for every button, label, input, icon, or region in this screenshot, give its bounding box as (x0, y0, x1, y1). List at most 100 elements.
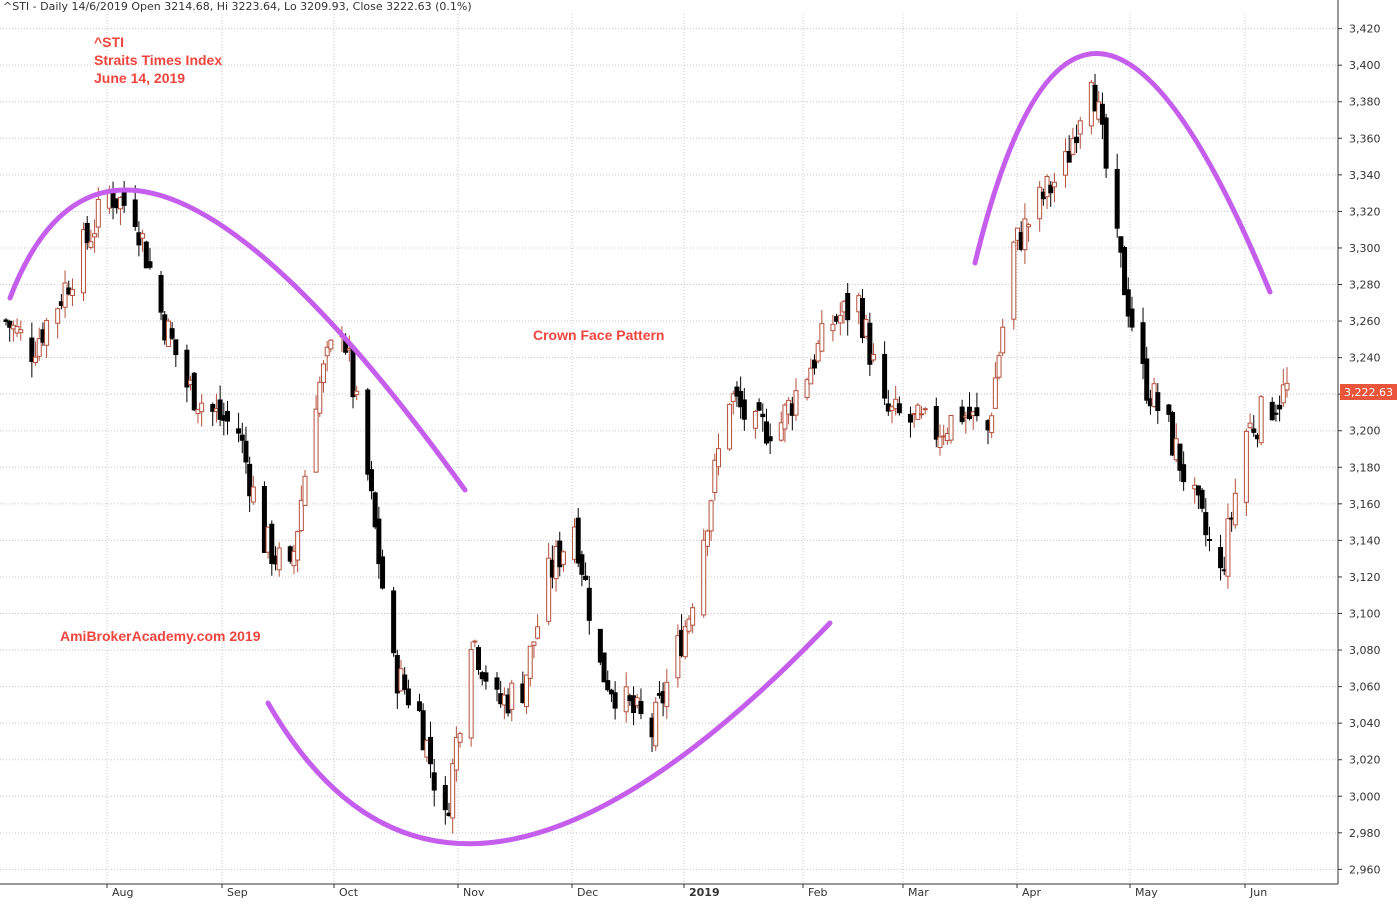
candle-body (612, 692, 618, 709)
candle-body (494, 677, 500, 690)
x-tick-label: Mar (908, 886, 929, 899)
candle-body (760, 413, 766, 418)
candle-body (302, 475, 308, 506)
y-tick-label: 3,000 (1349, 790, 1381, 803)
candle-body (701, 539, 707, 616)
candle-body (376, 518, 382, 565)
candle-body (896, 403, 902, 414)
candle-body (682, 626, 688, 658)
candle-body (531, 641, 537, 646)
candle-body (937, 436, 943, 448)
candle-body (1037, 186, 1043, 220)
candle-body (33, 356, 39, 364)
watermark-label: AmiBrokerAcademy.com 2019 (60, 628, 261, 644)
candle-body (1048, 184, 1054, 194)
candle-body (313, 408, 319, 473)
x-tick-label: Aug (112, 886, 133, 899)
candle-body (457, 733, 463, 743)
candle-body (320, 363, 326, 383)
candle-body (62, 282, 68, 308)
candle-body (468, 649, 474, 739)
candle-body (169, 328, 175, 339)
candle-body (871, 354, 877, 361)
candle-body (121, 190, 127, 206)
candle-body (29, 337, 35, 362)
candle-body (915, 404, 921, 420)
candle-body (704, 530, 710, 547)
candle-body (907, 413, 913, 423)
candle-body (1092, 84, 1098, 112)
candle-body (210, 404, 216, 412)
right-crown-arc (972, 51, 1273, 295)
candle-body (1099, 103, 1105, 125)
y-tick-label: 3,300 (1349, 242, 1381, 255)
candle-body (317, 381, 323, 414)
candle-body (1247, 422, 1253, 429)
candle-body (1118, 236, 1124, 253)
candle-body (690, 607, 696, 626)
candle-body (354, 390, 360, 396)
candle-body (173, 339, 179, 356)
candle-body (1284, 382, 1290, 391)
candle-body (1066, 150, 1072, 163)
candle-body (738, 390, 744, 408)
candle-body (767, 436, 773, 442)
candle-body (509, 682, 515, 710)
candle-body (1155, 392, 1161, 411)
candle-body (1218, 547, 1224, 569)
candle-body (752, 410, 758, 429)
candle-body (1251, 428, 1257, 433)
candle-body (845, 292, 851, 321)
candle-body (442, 784, 448, 811)
candle-body (483, 672, 489, 682)
x-tick-label: Sep (227, 886, 248, 899)
candle-body (778, 422, 784, 441)
y-tick-label: 3,200 (1349, 425, 1381, 438)
candle-body (1063, 151, 1069, 176)
candle-body (546, 557, 552, 622)
y-tick-label: 3,140 (1349, 534, 1381, 547)
candle-body (837, 314, 843, 324)
candle-body (1114, 168, 1120, 229)
candle-body (1103, 117, 1109, 169)
candle-body (579, 554, 585, 575)
candle-body (276, 547, 282, 571)
smile-arc (265, 620, 833, 847)
candle-body (989, 415, 995, 434)
candle-body (1199, 489, 1205, 509)
pattern-label: Crown Face Pattern (533, 327, 665, 343)
index-name-label: Straits Times Index (94, 52, 223, 68)
candle-body (1077, 120, 1083, 135)
candle-body (730, 393, 736, 402)
candle-body (948, 414, 954, 441)
candle-body (638, 701, 644, 715)
candle-body (1280, 384, 1286, 404)
candle-body (184, 349, 190, 388)
candle-body (236, 428, 242, 434)
y-tick-label: 3,280 (1349, 279, 1381, 292)
candle-body (295, 531, 301, 561)
candle-body (782, 404, 788, 430)
candle-body (524, 674, 530, 708)
candle-body (147, 261, 153, 268)
candle-body (859, 298, 865, 339)
candle-body (416, 701, 422, 712)
candle-body (1269, 401, 1275, 421)
candle-body (239, 434, 245, 441)
candle-body (84, 222, 90, 244)
candle-body (372, 492, 378, 528)
candle-body (261, 485, 267, 553)
candle-body (1166, 404, 1172, 415)
candle-body (476, 647, 482, 670)
x-tick-label: Oct (339, 886, 359, 899)
left-crown-arc (7, 187, 468, 493)
candle-body (217, 399, 223, 420)
candle-body (391, 590, 397, 654)
y-tick-label: 3,260 (1349, 315, 1381, 328)
candle-body (453, 737, 459, 771)
x-tick-label: Nov (463, 886, 485, 899)
y-tick-label: 3,420 (1349, 23, 1381, 36)
candle-body (992, 377, 998, 409)
